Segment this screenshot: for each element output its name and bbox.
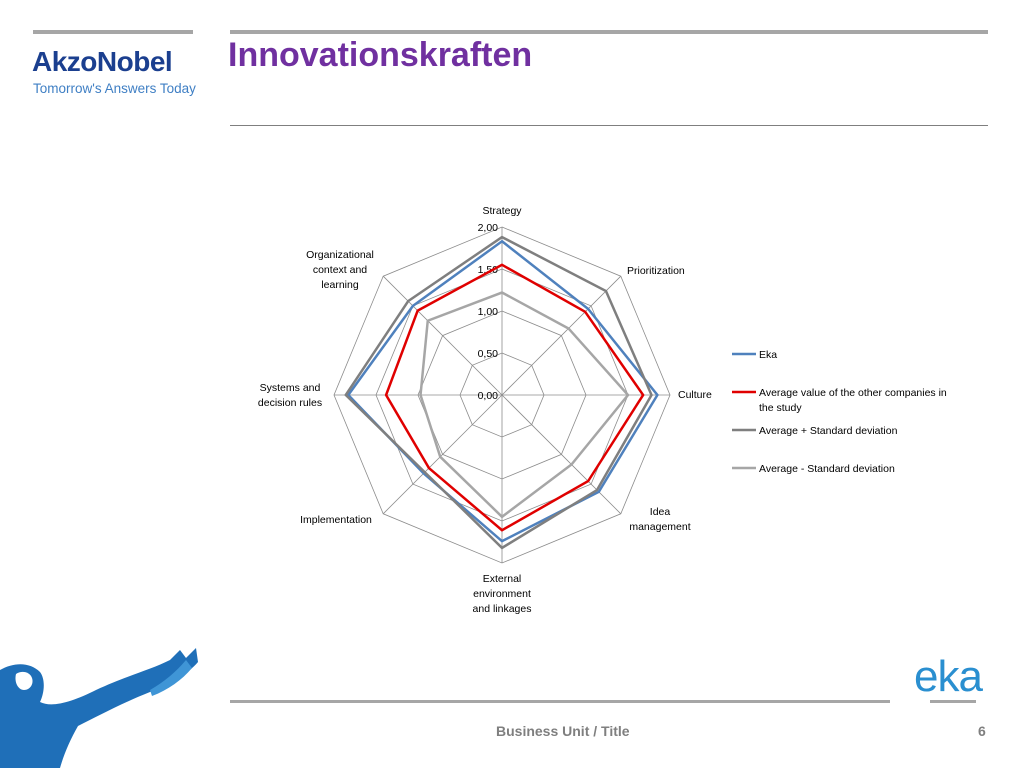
legend-label: Average value of the other companies in t… <box>759 387 947 414</box>
footer-rule <box>230 700 890 703</box>
top-right-rule <box>230 30 988 34</box>
title-underline <box>230 125 988 126</box>
series-line <box>384 263 645 532</box>
top-left-rule <box>33 30 193 34</box>
grid-spoke <box>382 275 503 396</box>
axis-label: Culture <box>678 389 712 401</box>
tick-label: 1,00 <box>478 306 499 318</box>
series-line <box>346 239 659 543</box>
tick-label: 0,50 <box>478 348 499 360</box>
series-line <box>419 291 630 519</box>
axis-label: Idea management <box>629 506 690 533</box>
tick-label: 2,00 <box>478 222 499 234</box>
axis-label: Prioritization <box>627 265 685 277</box>
page-number: 6 <box>978 723 986 739</box>
axis-label: Implementation <box>300 514 372 526</box>
slide-title: Innovationskraften <box>228 36 533 74</box>
legend-label: Average + Standard deviation <box>759 425 898 437</box>
grid-spoke <box>501 275 622 396</box>
series-line <box>344 235 653 550</box>
akzonobel-logo: AkzoNobel <box>32 46 173 77</box>
decorative-figure-icon <box>0 648 198 768</box>
tick-label: 1,50 <box>478 264 499 276</box>
axis-label: Strategy <box>482 205 522 217</box>
tick-label: 0,00 <box>478 390 499 402</box>
axis-label: External environment and linkages <box>473 573 532 615</box>
eka-logo: eka <box>914 652 983 701</box>
legend-label: Eka <box>759 349 777 361</box>
akzonobel-tagline: Tomorrow's Answers Today <box>33 81 196 96</box>
axis-label: Systems and decision rules <box>258 382 322 409</box>
grid-spoke <box>501 394 622 515</box>
legend-label: Average - Standard deviation <box>759 463 895 475</box>
eka-logo-underline <box>930 700 976 703</box>
footer-business-unit: Business Unit / Title <box>496 723 630 739</box>
axis-label: Organizational context and learning <box>306 249 374 291</box>
grid-spoke <box>382 394 503 515</box>
radar-chart: 0,00 0,50 1,00 1,50 2,00 Strategy Prioritizati… <box>258 205 947 615</box>
